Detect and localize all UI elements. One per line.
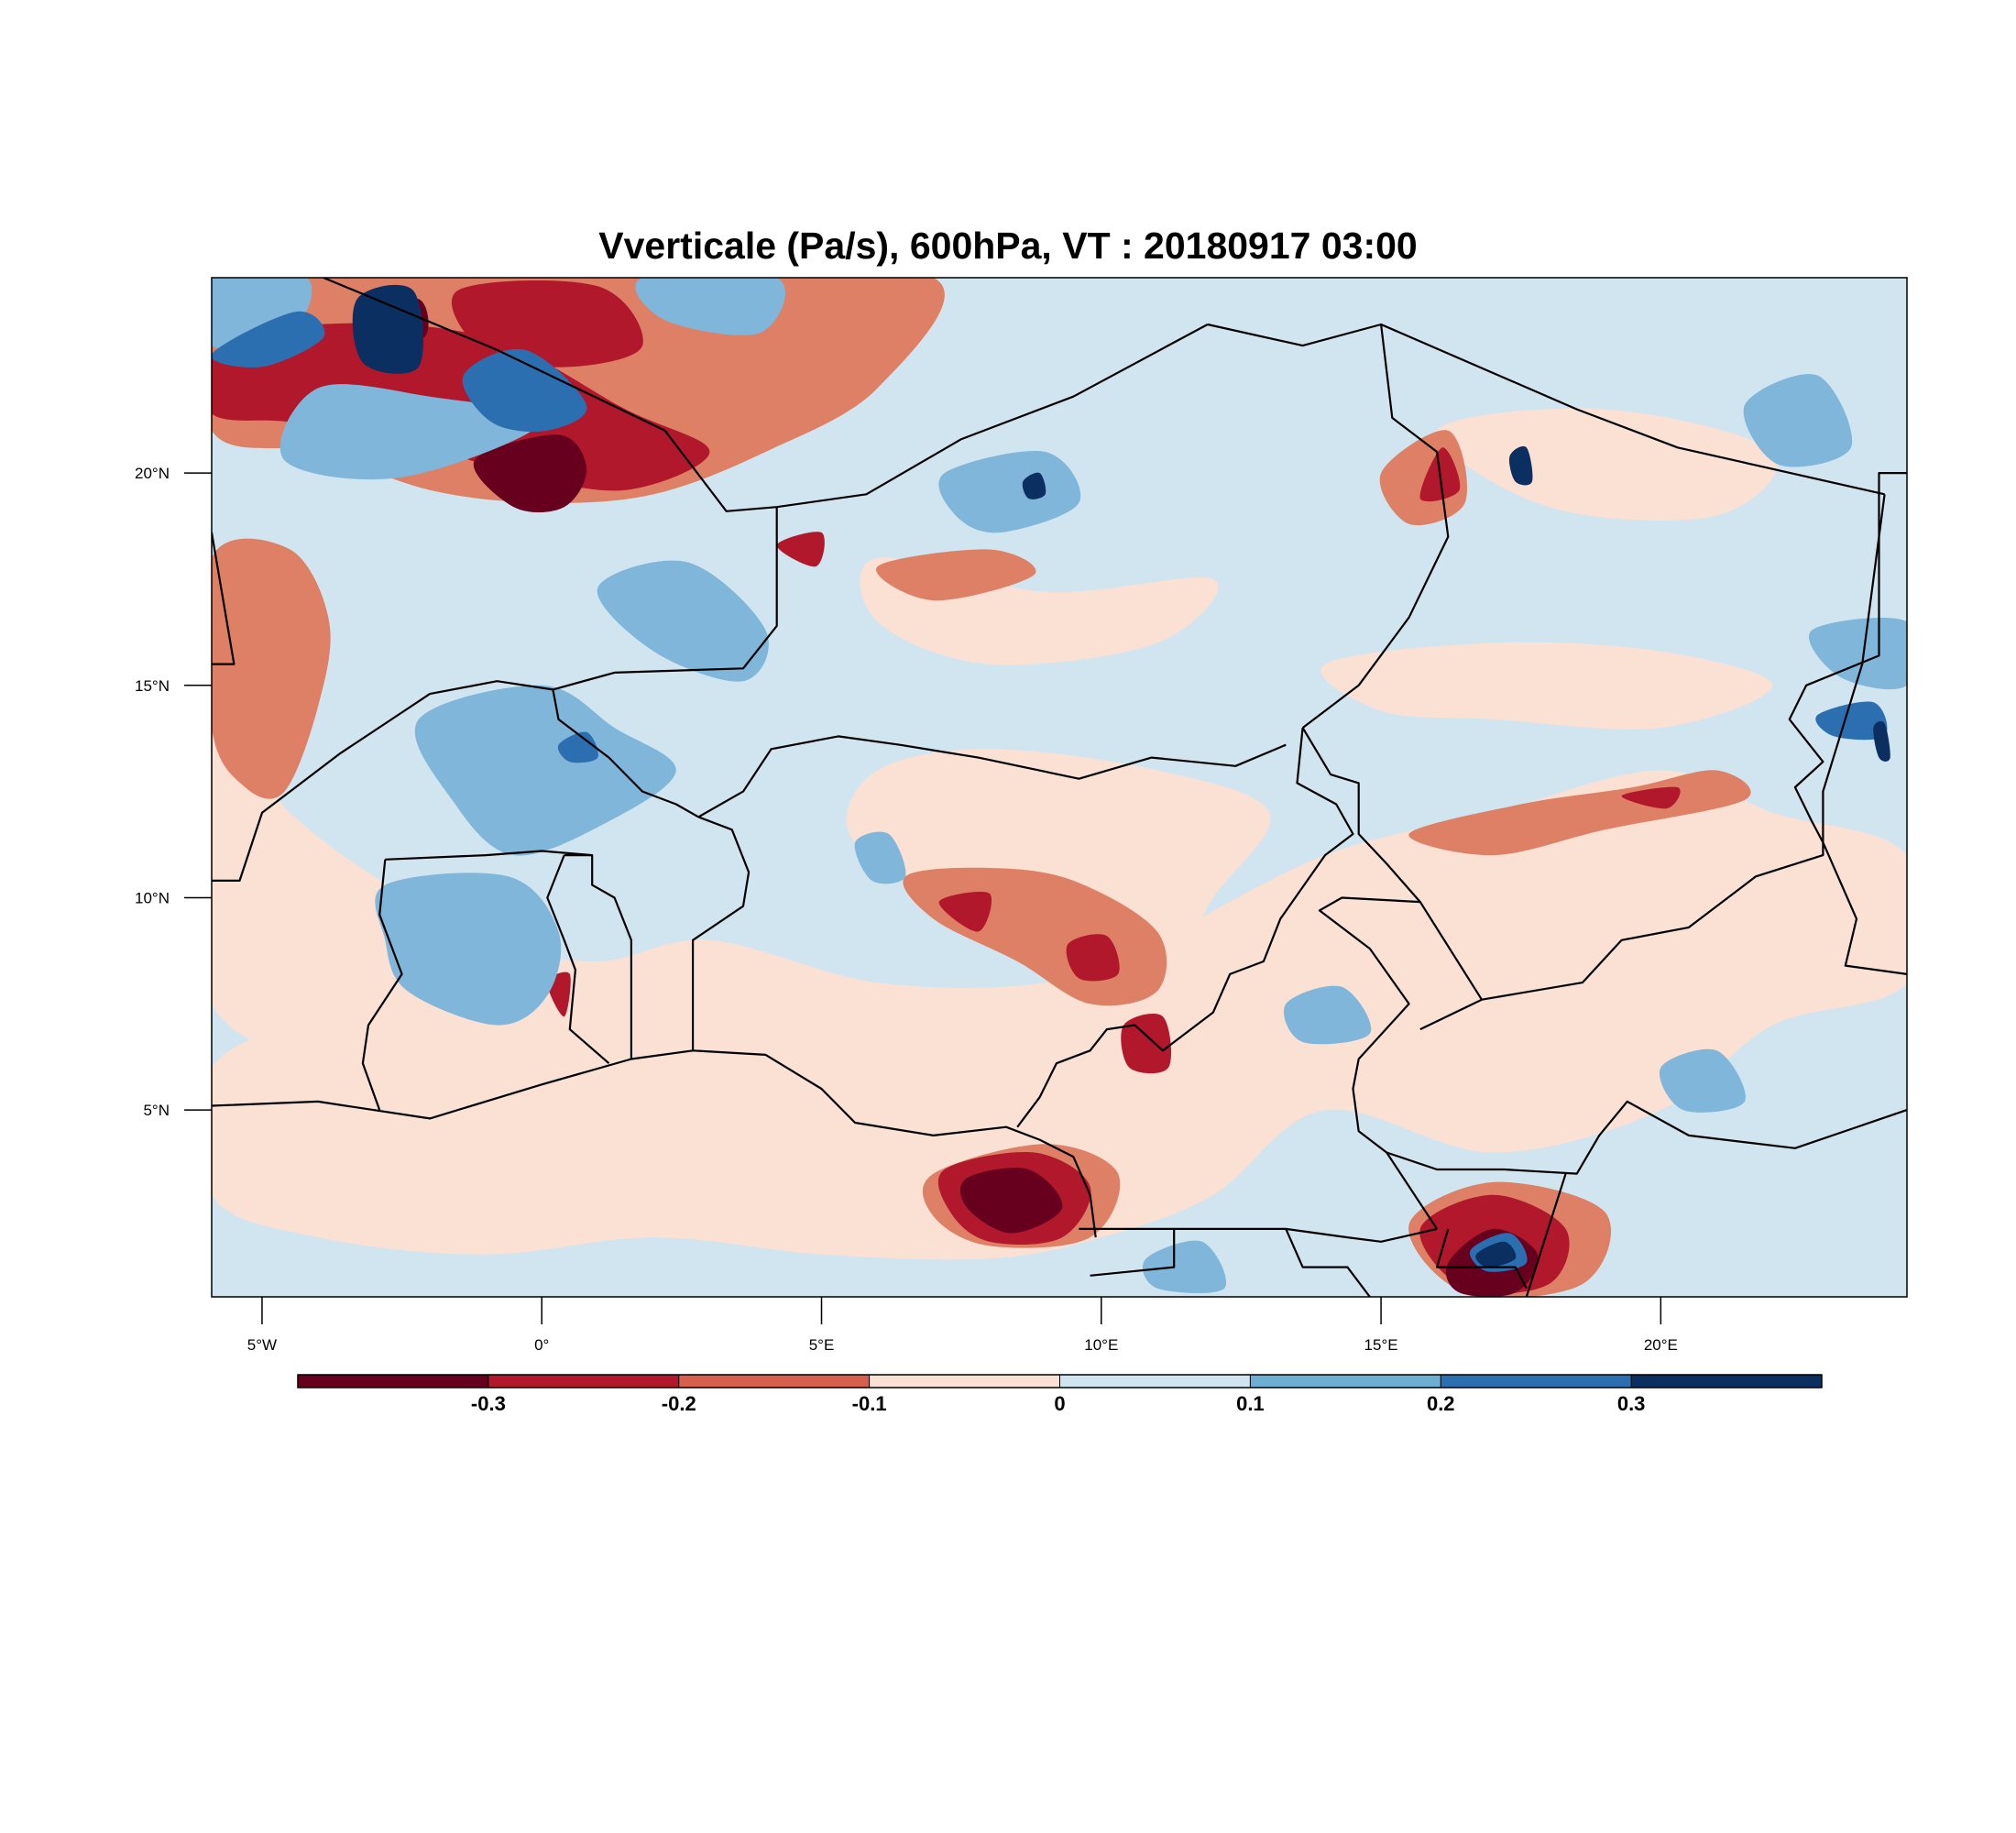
country-border-20 [1174,1227,1438,1243]
country-border-19 [1079,1227,1176,1277]
lon-tick-label: 5°W [247,1336,277,1354]
colorbar-label: 0 [1054,1392,1065,1415]
country-border-17 [1436,1228,1528,1290]
contour-region-30 [375,873,562,1026]
contour-region-4 [1436,408,1778,521]
country-border-6 [697,735,1287,818]
colorbar-label: -0.3 [471,1392,506,1415]
contour-region-43 [462,348,587,433]
map-frame [211,277,1908,1298]
colorbar-label: 0.1 [1236,1392,1265,1415]
lon-tick-label: 0° [534,1336,549,1354]
country-border-3 [1301,324,1450,729]
country-border-25 [1822,841,1907,975]
lat-tick-label: 15°N [135,677,170,695]
contour-region-36 [1809,618,1907,690]
contour-region-24 [473,434,587,513]
colorbar-label: -0.2 [662,1392,696,1415]
country-border-16 [1386,1100,1907,1175]
contour-region-47 [352,284,423,374]
contour-region-48 [1475,1241,1517,1268]
contour-region-42 [212,311,325,368]
country-border-18 [1525,1173,1567,1297]
contour-region-1 [846,749,1271,986]
country-border-2 [1207,323,1885,496]
lon-tick-label: 10°E [1084,1336,1118,1354]
country-border-9 [385,850,593,861]
colorbar-label: -0.1 [852,1392,887,1415]
contour-region-51 [1022,472,1046,499]
country-border-21 [1285,1228,1371,1297]
lon-tick-label: 5°E [809,1336,835,1354]
country-border-1 [776,324,1209,509]
contour-region-8 [876,549,1036,601]
contour-region-18 [1066,934,1120,982]
colorbar-swatch-1 [488,1375,679,1388]
country-border-15 [1419,998,1483,1031]
lon-tick-label: 15°E [1364,1336,1398,1354]
contour-region-2 [1320,642,1773,730]
colorbar: -0.3 -0.2 -0.1 0 0.1 0.2 0.3 [297,1374,1823,1415]
contour-region-20 [776,532,825,567]
contour-region-29 [414,685,676,856]
country-borders [212,278,1907,1297]
colorbar-label: 0.3 [1617,1392,1646,1415]
country-border-10 [361,859,403,1111]
contour-region-40 [1659,1048,1746,1113]
contour-region-46 [557,731,598,763]
contour-region-33 [597,560,769,682]
latitude-axis: 20°N 15°N 10°N 5°N [135,465,212,1119]
lon-tick-label: 20°E [1644,1336,1678,1354]
contour-region-0 [212,720,1907,1260]
country-border-7 [692,816,751,1051]
lat-tick-label: 10°N [135,889,170,906]
colorbar-swatch-0 [298,1375,488,1388]
contour-region-34 [938,450,1081,533]
longitude-axis: 5°W 0° 5°E 10°E 15°E 20°E [247,1297,1678,1354]
country-border-11 [546,854,610,1065]
country-border-14 [1419,494,1886,1001]
contour-region-35 [1743,374,1853,467]
contour-region-22 [1621,786,1681,809]
colorbar-swatch-5 [1250,1375,1441,1388]
colorbar-swatch-2 [678,1375,870,1388]
map-title: Vverticale (Pa/s), 600hPa, VT : 20180917… [598,225,1418,267]
contour-region-49 [1508,445,1533,486]
contour-region-19 [1121,1014,1172,1074]
contour-region-5 [212,538,331,799]
contour-region-39 [854,831,906,884]
contour-region-26 [959,1168,1063,1234]
contour-region-50 [1873,720,1890,762]
contour-region-44 [1815,701,1888,741]
country-border-23 [212,532,236,665]
colorbar-swatch-4 [1059,1375,1251,1388]
country-border-13 [1301,727,1439,1230]
country-border-24 [1788,472,1907,843]
country-border-12 [1016,727,1354,1128]
map-plot-area [211,277,1908,1298]
contour-region-14 [451,280,643,368]
vertical-velocity-field [212,278,1907,1297]
contour-region-38 [1142,1240,1227,1293]
colorbar-swatch-3 [869,1375,1060,1388]
colorbar-label: 0.2 [1427,1392,1455,1415]
country-border-0 [323,278,777,512]
colorbar-swatch-7 [1631,1375,1822,1388]
colorbar-swatch-6 [1441,1375,1632,1388]
country-border-4 [212,507,778,882]
lat-tick-label: 20°N [135,465,170,482]
contour-region-41 [635,278,785,335]
lat-tick-label: 5°N [143,1102,170,1119]
contour-region-37 [1283,985,1372,1045]
country-border-22 [212,1049,1097,1238]
country-border-5 [552,689,699,818]
contour-region-17 [938,891,992,932]
